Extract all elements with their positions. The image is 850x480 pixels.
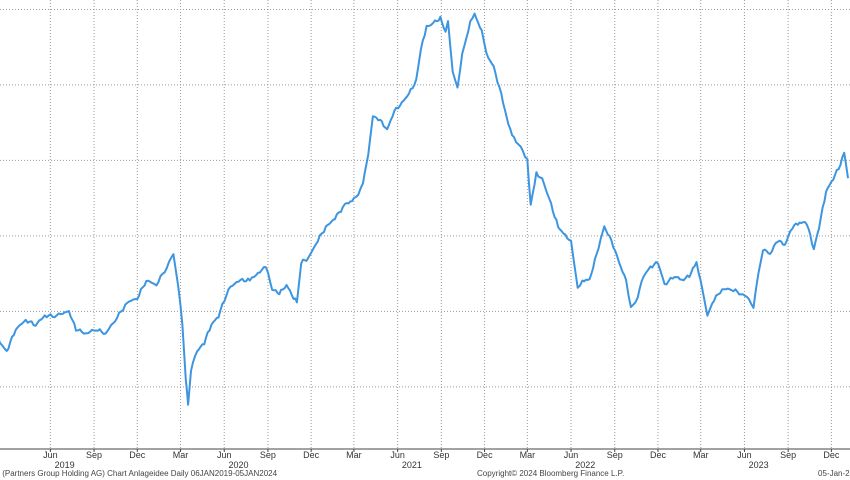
price-series-line-0 <box>0 12 849 406</box>
x-year-label-0: 2019 <box>55 460 75 470</box>
x-tick-label-6: Dec <box>303 450 320 460</box>
x-tick-label-15: Mar <box>693 450 709 460</box>
x-year-label-2: 2021 <box>402 460 422 470</box>
x-tick-label-12: Jun <box>564 450 579 460</box>
x-year-labels: 2019 2020 2021 2022 2023 <box>55 460 769 470</box>
footer-copyright: Copyright© 2024 Bloomberg Finance L.P. <box>477 469 625 478</box>
horizontal-gridlines <box>0 8 850 388</box>
x-tick-label-5: Sep <box>260 450 276 460</box>
x-tick-label-10: Dec <box>477 450 494 460</box>
x-year-label-4: 2023 <box>749 460 769 470</box>
series-layer <box>0 12 849 406</box>
x-tick-label-14: Dec <box>650 450 667 460</box>
x-tick-label-9: Sep <box>433 450 449 460</box>
x-tick-label-1: Sep <box>86 450 102 460</box>
x-tick-label-2: Dec <box>129 450 146 460</box>
vertical-gridlines <box>49 0 832 452</box>
footer-chart-description: ity (Partners Group Holding AG) Chart An… <box>0 469 278 478</box>
x-tick-label-3: Mar <box>173 450 189 460</box>
footer-end-date: 05-Jan-24 <box>818 469 850 478</box>
x-year-label-1: 2020 <box>228 460 248 470</box>
x-tick-labels: Jun Sep Dec Mar Jun Sep Dec Mar Jun Sep Dec Mar Jun S… <box>43 450 840 460</box>
x-tick-label-13: Sep <box>607 450 623 460</box>
x-tick-label-8: Jun <box>390 450 405 460</box>
x-tick-label-11: Mar <box>520 450 536 460</box>
x-tick-label-16: Jun <box>737 450 752 460</box>
x-tick-label-0: Jun <box>43 450 58 460</box>
x-tick-label-18: Dec <box>823 450 840 460</box>
x-tick-label-7: Mar <box>346 450 362 460</box>
x-year-label-3: 2022 <box>575 460 595 470</box>
x-tick-label-4: Jun <box>217 450 232 460</box>
x-tick-label-17: Sep <box>780 450 796 460</box>
